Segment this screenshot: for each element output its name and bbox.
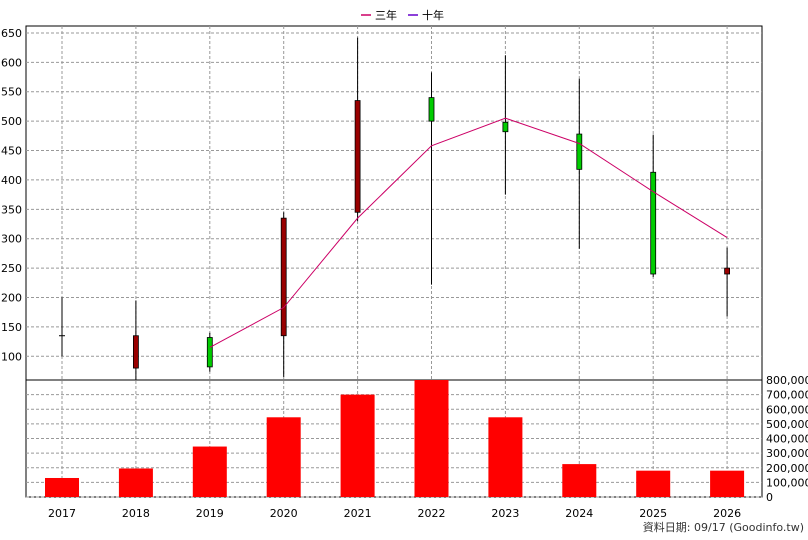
plot-area-frame xyxy=(25,25,763,498)
price-tick-label: 300 xyxy=(1,233,22,246)
candle-body xyxy=(354,100,361,213)
volume-bar xyxy=(488,417,523,497)
volume-bar xyxy=(414,380,449,497)
legend-label: 十年 xyxy=(422,8,444,22)
price-tick-label: 450 xyxy=(1,145,22,158)
price-axis-ticks: 100 150 200 250 300 350 400 450 500 550 600 650 xyxy=(1,27,22,363)
year-tick-label: 2023 xyxy=(491,507,519,520)
data-source-label: 資料日期: 09/17 (Goodinfo.tw) xyxy=(643,520,804,534)
volume-bar xyxy=(340,394,375,497)
price-tick-label: 250 xyxy=(1,262,22,275)
volume-bar xyxy=(118,468,153,497)
year-tick-label: 2025 xyxy=(639,507,667,520)
volume-tick-label: 500,000 xyxy=(766,418,808,431)
year-tick-label: 2019 xyxy=(196,507,224,520)
year-tick-label: 2024 xyxy=(565,507,593,520)
candle-body xyxy=(280,217,287,337)
volume-bar xyxy=(710,470,745,497)
volume-bar xyxy=(636,470,671,497)
legend-label: 三年 xyxy=(375,8,397,22)
volume-bar xyxy=(562,464,597,497)
price-tick-label: 650 xyxy=(1,27,22,40)
volume-bar xyxy=(192,446,227,497)
candle-body xyxy=(576,133,583,170)
volume-tick-label: 0 xyxy=(766,491,773,504)
year-tick-label: 2026 xyxy=(713,507,741,520)
volume-tick-label: 700,000 xyxy=(766,389,808,402)
year-axis-ticks: 2017 2018 2019 2020 2021 2022 2023 2024 2025 2026 xyxy=(48,507,741,520)
price-tick-label: 550 xyxy=(1,86,22,99)
moving-average-lines xyxy=(209,117,728,348)
price-tick-label: 150 xyxy=(1,321,22,334)
volume-bars xyxy=(45,380,745,497)
year-tick-label: 2022 xyxy=(418,507,446,520)
volume-tick-label: 100,000 xyxy=(766,476,808,489)
year-tick-label: 2018 xyxy=(122,507,150,520)
candlesticks xyxy=(59,37,730,380)
year-tick-label: 2020 xyxy=(270,507,298,520)
year-tick-label: 2021 xyxy=(344,507,372,520)
candle-body xyxy=(206,337,213,368)
volume-bar xyxy=(266,417,301,497)
volume-tick-label: 800,000 xyxy=(766,374,808,387)
volume-bar xyxy=(45,477,79,497)
candle-body xyxy=(650,171,657,275)
legend: 三年 十年 xyxy=(361,8,444,22)
price-tick-label: 200 xyxy=(1,292,22,305)
candle-body xyxy=(724,267,730,275)
price-tick-label: 100 xyxy=(1,350,22,363)
series-line xyxy=(209,117,728,348)
volume-tick-label: 300,000 xyxy=(766,447,808,460)
volume-tick-label: 600,000 xyxy=(766,403,808,416)
candle-body xyxy=(132,335,139,369)
volume-tick-label: 200,000 xyxy=(766,462,808,475)
price-tick-label: 400 xyxy=(1,174,22,187)
candle-body xyxy=(502,121,509,133)
price-tick-label: 500 xyxy=(1,115,22,128)
price-tick-label: 350 xyxy=(1,203,22,216)
price-tick-label: 600 xyxy=(1,56,22,69)
volume-tick-label: 400,000 xyxy=(766,433,808,446)
year-tick-label: 2017 xyxy=(48,507,76,520)
candle-body xyxy=(428,97,435,122)
